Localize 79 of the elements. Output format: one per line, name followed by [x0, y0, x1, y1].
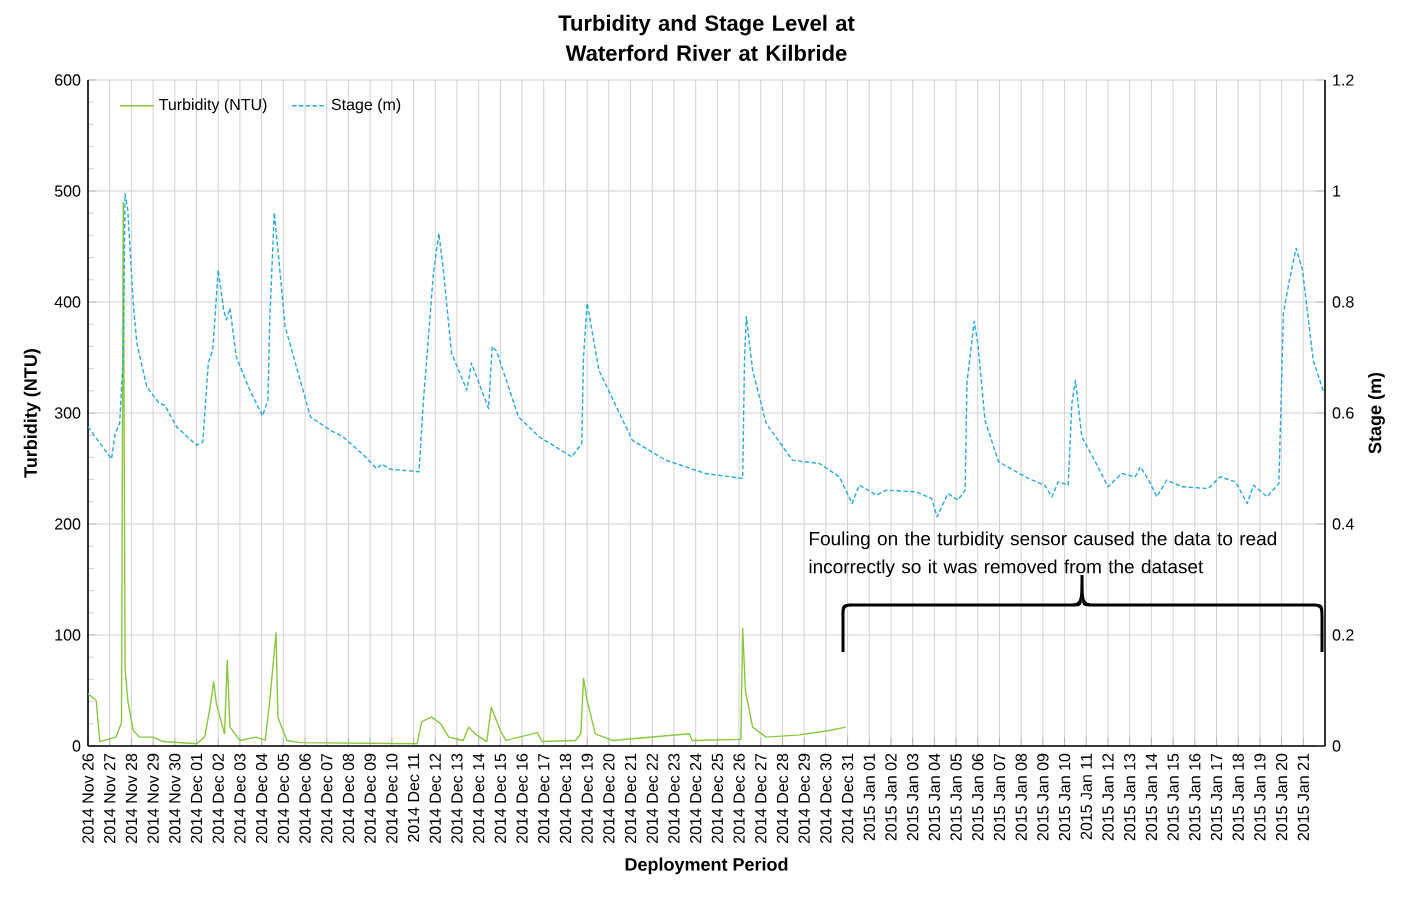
x-tick-label: 2014 Dec 02	[212, 753, 224, 843]
x-tick-label: 2014 Nov 26	[82, 753, 94, 843]
x-tick-label: 2014 Dec 09	[364, 753, 376, 843]
y2-tick-label: 1.2	[1333, 74, 1354, 86]
x-tick-label: 2014 Dec 23	[668, 753, 680, 843]
x-tick-label: 2014 Dec 13	[451, 753, 463, 843]
x-tick-label: 2014 Nov 29	[147, 753, 159, 843]
x-tick-label: 2015 Jan 03	[907, 753, 919, 841]
y-tick-label: 100	[55, 629, 81, 641]
x-tick-label: 2014 Dec 05	[277, 753, 289, 843]
y-tick-label: 300	[54, 407, 81, 419]
legend-label: Stage (m)	[331, 98, 401, 114]
x-tick-label: 2014 Nov 27	[104, 753, 116, 843]
x-tick-label: 2015 Jan 08	[1015, 753, 1027, 841]
x-tick-label: 2015 Jan 04	[928, 753, 941, 841]
x-tick-label: 2014 Dec 04	[255, 753, 268, 843]
y-tick-label: 600	[55, 74, 81, 86]
x-tick-label: 2014 Dec 29	[798, 753, 810, 843]
line-series	[88, 193, 1325, 518]
chart-title: Turbidity and Stage Level at Waterford River at Kilbride	[558, 14, 855, 61]
x-tick-label: 2014 Dec 01	[190, 753, 203, 843]
x-tick-label: 2015 Jan 06	[972, 753, 984, 841]
x-tick-label: 2014 Dec 27	[755, 753, 767, 843]
x-tick-label: 2014 Dec 25	[711, 753, 724, 843]
x-tick-label: 2014 Dec 08	[342, 753, 355, 843]
x-tick-label: 2014 Dec 18	[559, 753, 572, 843]
y2-tick-label: 0	[1332, 740, 1341, 752]
x-tick-label: 2015 Jan 18	[1232, 753, 1244, 841]
x-tick-label: 2014 Nov 30	[169, 753, 181, 843]
x-tick-label: 2014 Dec 20	[603, 753, 615, 843]
x-tick-label: 2014 Dec 30	[820, 753, 832, 843]
x-tick-label: 2014 Dec 28	[776, 753, 789, 843]
x-tick-label: 2014 Dec 17	[538, 753, 550, 843]
x-tick-label: 2015 Jan 16	[1189, 753, 1201, 841]
x-tick-label: 2014 Dec 12	[429, 753, 441, 843]
x-tick-label: 2014 Nov 28	[125, 753, 138, 843]
y2-tick-label: 0.8	[1332, 296, 1354, 308]
x-tick-label: 2015 Jan 15	[1167, 753, 1179, 841]
x-tick-label: 2015 Jan 10	[1058, 753, 1071, 841]
x-tick-label: 2014 Dec 22	[646, 753, 658, 843]
x-tick-label: 2014 Dec 10	[386, 753, 398, 843]
x-tick-label: 2014 Dec 14	[472, 753, 485, 843]
y-tick-label: 0	[72, 740, 81, 752]
x-tick-label: 2015 Jan 21	[1297, 753, 1309, 841]
x-tick-label: 2014 Dec 06	[299, 753, 311, 843]
x-tick-label: 2014 Dec 24	[690, 753, 702, 843]
y-tick-label: 400	[54, 296, 81, 308]
x-tick-label: 2015 Jan 14	[1145, 753, 1158, 841]
annotation: Fouling on the turbidity sensor caused the data to read incorrectly so it was removed from the dataset	[809, 531, 1277, 578]
x-tick-label: 2014 Dec 26	[733, 753, 745, 843]
x-tick-label: 2015 Jan 11	[1080, 753, 1092, 840]
x-tick-label: 2014 Dec 21	[624, 753, 637, 843]
x-tick-label: 2015 Jan 20	[1275, 753, 1288, 841]
x-tick-label: 2015 Jan 07	[993, 753, 1006, 841]
x-tick-label: 2015 Jan 09	[1037, 753, 1049, 841]
x-tick-label: 2014 Dec 31	[841, 753, 854, 843]
x-tick-label: 2015 Jan 19	[1254, 753, 1266, 841]
x-tick-label: 2014 Dec 15	[494, 753, 506, 843]
y2-tick-label: 0.2	[1332, 629, 1354, 641]
x-axis-title: Deployment Period	[625, 857, 788, 875]
x-tick-label: 2015 Jan 01	[863, 753, 875, 841]
x-tick-label: 2014 Dec 16	[516, 753, 528, 843]
x-tick-label: 2015 Jan 02	[885, 753, 897, 841]
x-tick-label: 2014 Dec 03	[234, 753, 246, 843]
y-tick-label: 200	[55, 518, 81, 530]
x-tick-label: 2015 Jan 05	[950, 753, 962, 841]
y-axis-title: Turbidity (NTU)	[23, 349, 41, 478]
y2-tick-label: 1	[1333, 185, 1341, 197]
x-tick-label: 2015 Jan 17	[1210, 753, 1223, 841]
y2-tick-label: 0.4	[1332, 518, 1354, 530]
legend-label: Turbidity (NTU)	[159, 98, 267, 114]
y2-axis-title: Stage (m)	[1368, 372, 1385, 454]
y2-tick-label: 0.6	[1332, 407, 1354, 419]
x-tick-label: 2014 Dec 07	[321, 753, 333, 843]
x-tick-label: 2015 Jan 13	[1124, 753, 1136, 841]
x-tick-label: 2014 Dec 11	[407, 753, 420, 842]
y-tick-label: 500	[54, 185, 81, 197]
x-tick-label: 2014 Dec 19	[581, 753, 593, 843]
x-tick-label: 2015 Jan 12	[1102, 753, 1114, 841]
